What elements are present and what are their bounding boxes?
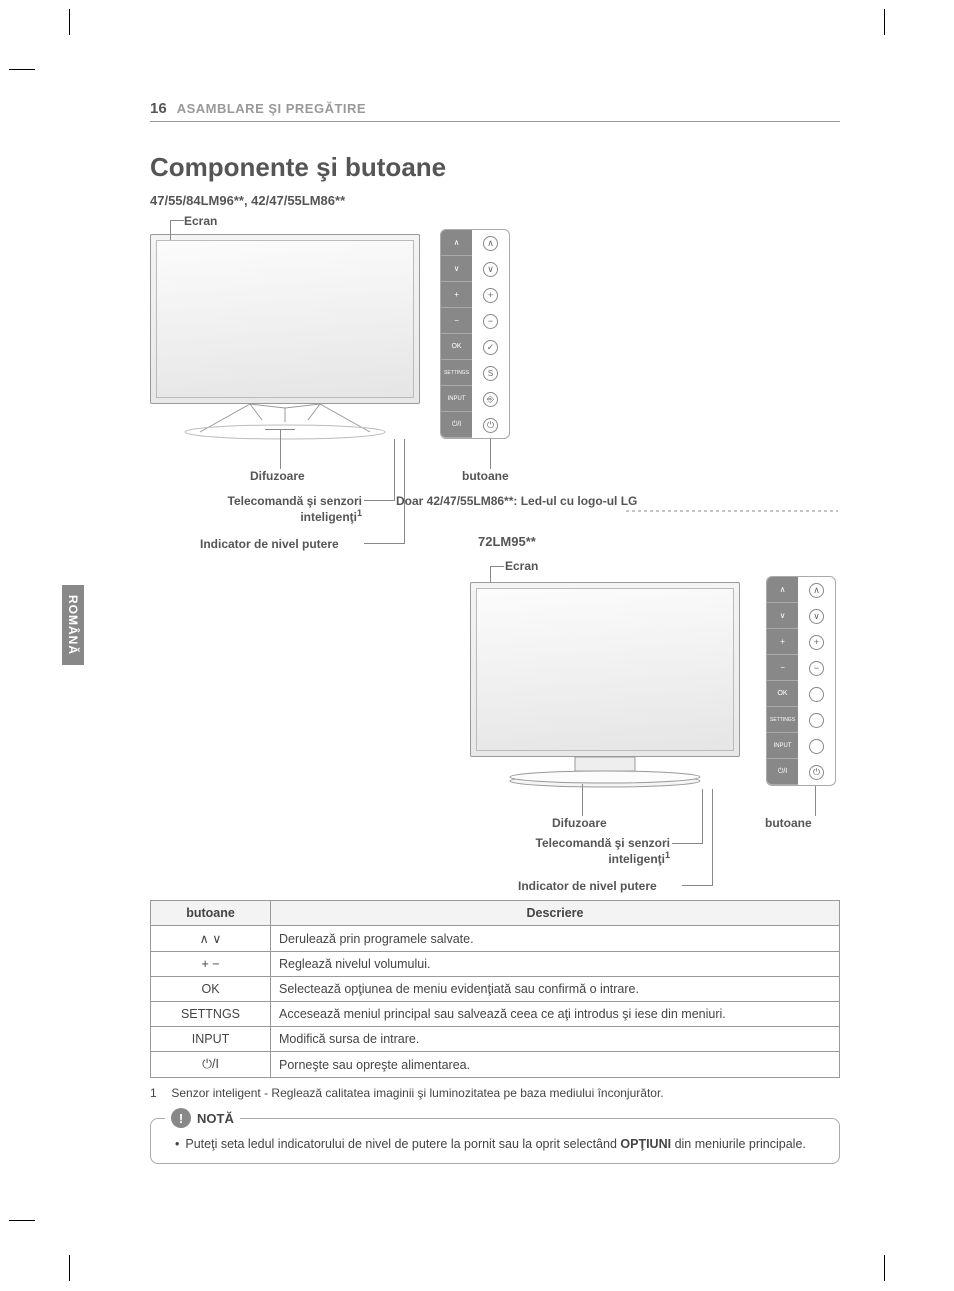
- label-screen-2: Ecran: [505, 559, 538, 573]
- note-title-text: NOTĂ: [197, 1111, 234, 1126]
- label-speakers-2: Difuzoare: [552, 816, 607, 830]
- footnote-ref: 1: [357, 508, 362, 518]
- crop-mark: [884, 1255, 885, 1281]
- leader-line: [404, 439, 405, 544]
- model-list-2: 72LM95**: [478, 534, 536, 549]
- footnote-number: 1: [150, 1086, 168, 1100]
- leader-line: [490, 439, 491, 469]
- language-tab: ROMÂNĂ: [62, 585, 84, 665]
- crop-mark: [884, 9, 885, 35]
- label-buttons-1: butoane: [462, 469, 509, 483]
- model-list-1: 47/55/84LM96**, 42/47/55LM86**: [150, 193, 840, 208]
- leader-line: [815, 786, 816, 816]
- leader-line: [490, 566, 504, 567]
- crop-mark: [69, 1255, 70, 1281]
- label-screen-1: Ecran: [184, 214, 217, 228]
- leader-line: [682, 885, 712, 886]
- note-bold: OPŢIUNI: [620, 1137, 671, 1151]
- tv-frame: [150, 234, 420, 404]
- label-text: Telecomandă şi senzori: [228, 494, 363, 508]
- crop-mark: [9, 69, 35, 70]
- buttons-table: butoane Descriere ∧ ∨Derulează prin prog…: [150, 900, 840, 1078]
- page-title: Componente şi butoane: [150, 152, 840, 183]
- note-body: Puteţi seta ledul indicatorului de nivel…: [175, 1137, 825, 1151]
- table-header-buttons: butoane: [151, 901, 271, 926]
- leader-line: [364, 500, 394, 501]
- note-text: din meniurile principale.: [671, 1137, 806, 1151]
- section-header: ASAMBLARE ŞI PREGĂTIRE: [177, 101, 366, 116]
- table-row: + −Reglează nivelul volumului.: [151, 952, 840, 977]
- table-row: ∧ ∨Derulează prin programele salvate.: [151, 926, 840, 952]
- alert-icon: [171, 1108, 191, 1128]
- label-power-indicator-2: Indicator de nivel putere: [518, 879, 657, 893]
- button-panel-2: ∧∧ ∨∨ ++ −− OK SETTINGS INPUT ⏻/I⏻: [766, 576, 836, 786]
- button-panel-1: ∧∧ ∨∨ ++ −− OK✓ SETTINGSS INPUT⎆ ⏻/I⏻: [440, 229, 510, 439]
- label-speakers-1: Difuzoare: [250, 469, 305, 483]
- label-buttons-2: butoane: [765, 816, 812, 830]
- leader-line: [364, 543, 404, 544]
- tv-diagram-2: [470, 582, 740, 757]
- crop-mark: [9, 1220, 35, 1221]
- tv-diagram-1: [150, 234, 420, 404]
- leader-line: [702, 789, 703, 844]
- footnote: 1 Senzor inteligent - Reglează calitatea…: [150, 1086, 840, 1100]
- table-row: ⏻/IPorneşte sau opreşte alimentarea.: [151, 1052, 840, 1078]
- page-content: 16 ASAMBLARE ŞI PREGĂTIRE Componente şi …: [150, 100, 840, 1164]
- page-header: 16 ASAMBLARE ŞI PREGĂTIRE: [150, 100, 840, 122]
- diagrams-area: Ecran ∧∧ ∨∨ ++ −− OK✓ SETTINGSS INPUT⎆ ⏻…: [150, 214, 840, 894]
- tv-stand-svg: [150, 402, 420, 452]
- table-row: INPUTModifică sursa de intrare.: [151, 1027, 840, 1052]
- label-remote-sensors-2: Telecomandă şi senzori inteligenţi1: [510, 836, 670, 866]
- note-text: Puteţi seta ledul indicatorului de nivel…: [185, 1137, 620, 1151]
- leader-line: [712, 789, 713, 886]
- footnote-ref: 1: [665, 850, 670, 860]
- footnote-text: Senzor inteligent - Reglează calitatea i…: [171, 1086, 663, 1100]
- table-row: SETTNGSAccesează meniul principal sau sa…: [151, 1002, 840, 1027]
- tv-frame: [470, 582, 740, 757]
- table-row: OKSelectează opţiunea de meniu evidenţia…: [151, 977, 840, 1002]
- leader-line: [170, 220, 184, 221]
- page-number: 16: [150, 100, 167, 117]
- dashed-connector: [396, 504, 846, 518]
- leader-line: [265, 429, 295, 430]
- leader-line: [672, 843, 702, 844]
- crop-mark: [69, 9, 70, 35]
- label-power-indicator-1: Indicator de nivel putere: [200, 537, 339, 551]
- label-text: inteligenţi: [608, 852, 665, 866]
- table-header-desc: Descriere: [271, 901, 840, 926]
- leader-line: [582, 784, 583, 816]
- note-title: NOTĂ: [165, 1108, 240, 1128]
- tv-stand-svg: [470, 757, 740, 797]
- leader-line: [280, 429, 281, 469]
- leader-line: [394, 439, 395, 501]
- label-text: inteligenţi: [300, 510, 357, 524]
- note-box: NOTĂ Puteţi seta ledul indicatorului de …: [150, 1118, 840, 1164]
- label-text: Telecomandă şi senzori: [536, 836, 671, 850]
- label-remote-sensors-1: Telecomandă şi senzori inteligenţi1: [202, 494, 362, 524]
- leader-line: [170, 220, 171, 240]
